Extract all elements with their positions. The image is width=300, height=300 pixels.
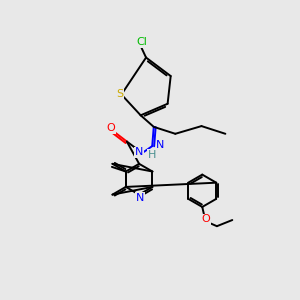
Text: S: S — [116, 89, 123, 99]
Text: N: N — [135, 147, 143, 157]
Text: Cl: Cl — [136, 37, 147, 47]
Text: N: N — [136, 193, 144, 203]
Text: O: O — [106, 123, 115, 134]
Text: O: O — [202, 214, 211, 224]
Text: N: N — [156, 140, 164, 150]
Text: H: H — [148, 150, 156, 160]
